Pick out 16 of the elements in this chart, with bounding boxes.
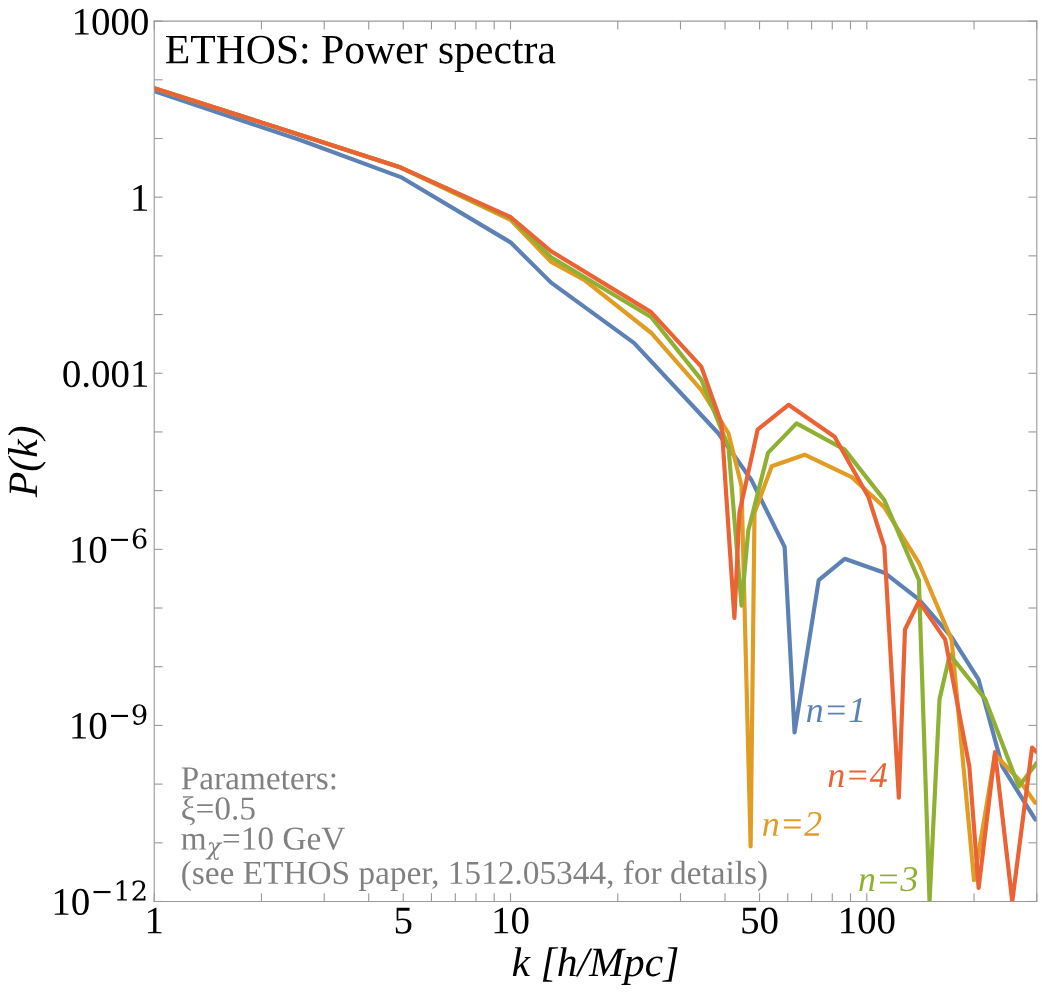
x-tick-label: 10: [494, 907, 529, 934]
y-tick-label: 10$^{−6}$: [72, 528, 147, 563]
series-label: n=4: [828, 763, 887, 788]
series-label: n=3: [859, 867, 918, 892]
chart-title: ETHOS: Power spectra: [166, 35, 556, 73]
x-tick-label: 100: [841, 907, 895, 934]
y-tick-label: 1000: [75, 8, 148, 35]
x-tick-label: 5: [395, 907, 412, 934]
y-tick-label: 0.001: [63, 360, 148, 388]
x-tick-label: 50: [742, 907, 778, 934]
x-axis-title: k [h/Mpc]: [512, 947, 678, 985]
y-axis-title: P(k): [8, 426, 46, 498]
y-tick-label: 10$^{−12}$: [54, 880, 146, 916]
y-tick-label: 1: [133, 185, 148, 211]
series-label: n=1: [806, 698, 863, 722]
y-tick-label: 10$^{−9}$: [72, 704, 147, 740]
